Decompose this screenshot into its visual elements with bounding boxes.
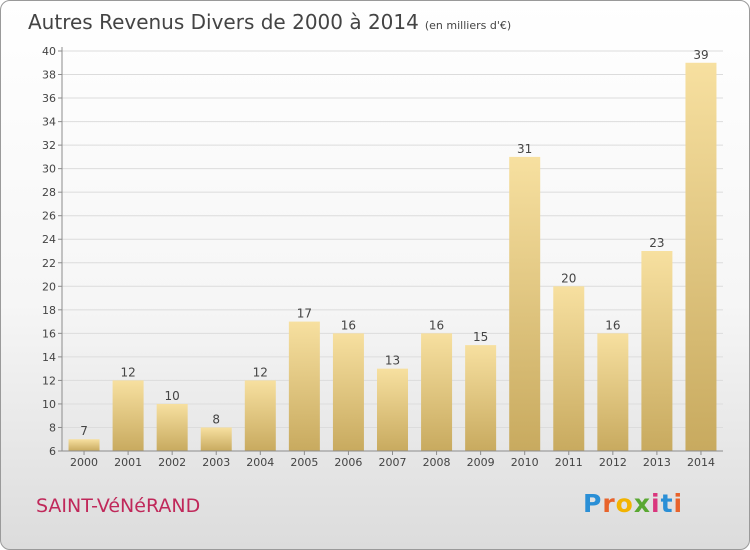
bar-2010 <box>509 156 541 451</box>
bar-2007 <box>377 368 408 451</box>
logo-letter: r <box>602 489 616 518</box>
data-label-2007: 13 <box>385 354 400 368</box>
bar-2006 <box>332 333 364 451</box>
x-tick-label: 2004 <box>246 456 274 469</box>
data-label-2009: 15 <box>473 330 488 344</box>
chart-title: Autres Revenus Divers de 2000 à 2014 (en … <box>28 10 511 34</box>
x-tick-label: 2007 <box>379 456 407 469</box>
y-tick-label: 40 <box>42 45 56 58</box>
data-label-2000: 7 <box>80 424 88 438</box>
data-label-2004: 12 <box>253 365 268 379</box>
axes: 6 8 10 12 14 16 18 20 22 24 26 28 30 32 34 36 38 40 2000 20… <box>42 45 723 469</box>
bar-2000 <box>68 439 100 451</box>
bars <box>68 62 717 451</box>
chart-subtitle: (en milliers d'€) <box>424 19 512 32</box>
bar-2009 <box>465 345 497 451</box>
y-tick-label: 22 <box>42 257 56 270</box>
y-tick-label: 20 <box>42 280 56 293</box>
y-tick-label: 32 <box>42 139 56 152</box>
bar-2001 <box>112 380 144 451</box>
chart-title-text: Autres Revenus Divers de 2000 à 2014 <box>28 10 419 34</box>
x-tick-label: 2013 <box>643 456 671 469</box>
x-tick-label: 2002 <box>158 456 186 469</box>
x-tick-label: 2012 <box>599 456 627 469</box>
y-tick-label: 10 <box>42 398 56 411</box>
x-tick-label: 2000 <box>70 456 98 469</box>
bar-2002 <box>156 403 188 451</box>
y-tick-label: 28 <box>42 186 56 199</box>
data-label-2006: 16 <box>341 318 356 332</box>
logo-letter: i <box>651 489 661 518</box>
x-tick-label: 2014 <box>687 456 715 469</box>
data-label-2003: 8 <box>212 412 220 426</box>
y-tick-label: 38 <box>42 69 56 82</box>
x-tick-label: 2011 <box>555 456 583 469</box>
logo-letter: P <box>583 489 603 518</box>
bar-2011 <box>553 286 585 451</box>
data-label-2014: 39 <box>693 48 708 62</box>
x-tick-label: 2001 <box>114 456 142 469</box>
y-tick-label: 16 <box>42 327 56 340</box>
x-tick-label: 2006 <box>334 456 362 469</box>
logo-letter: t <box>660 489 674 518</box>
y-tick-label: 18 <box>42 304 56 317</box>
bar-2003 <box>200 427 232 451</box>
bar-2008 <box>421 333 453 451</box>
bar-2012 <box>597 333 629 451</box>
bar-2013 <box>641 251 673 451</box>
data-label-2013: 23 <box>649 236 664 250</box>
logo-letter: i <box>673 489 684 518</box>
data-label-2011: 20 <box>561 271 576 285</box>
y-tick-label: 36 <box>42 92 56 105</box>
data-label-2008: 16 <box>429 318 444 332</box>
logo-letter: o <box>615 489 634 518</box>
x-tick-label: 2008 <box>423 456 451 469</box>
y-tick-label: 26 <box>42 210 56 223</box>
proxiti-logo: Proxiti <box>583 489 683 518</box>
commune-name: SAINT-VéNéRAND <box>36 495 201 517</box>
y-tick-label: 14 <box>42 351 56 364</box>
y-tick-label: 24 <box>42 233 56 246</box>
data-label-2005: 17 <box>297 307 312 321</box>
data-label-2010: 31 <box>517 142 532 156</box>
y-tick-label: 8 <box>49 421 56 434</box>
bar-2005 <box>288 321 320 451</box>
data-labels: 7 12 10 8 12 17 16 13 16 15 31 20 16 23 39 <box>80 48 708 438</box>
x-tick-label: 2010 <box>511 456 539 469</box>
data-label-2012: 16 <box>605 318 620 332</box>
y-tick-label: 12 <box>42 374 56 387</box>
x-tick-label: 2003 <box>202 456 230 469</box>
x-tick-label: 2009 <box>467 456 495 469</box>
y-tick-label: 30 <box>42 163 56 176</box>
y-tick-label: 6 <box>49 445 56 458</box>
bar-2014 <box>685 62 717 451</box>
y-tick-label: 34 <box>42 116 56 129</box>
x-tick-label: 2005 <box>290 456 318 469</box>
logo-letter: x <box>633 489 651 518</box>
data-label-2001: 12 <box>120 365 135 379</box>
bar-2004 <box>244 380 276 451</box>
data-label-2002: 10 <box>165 389 180 403</box>
